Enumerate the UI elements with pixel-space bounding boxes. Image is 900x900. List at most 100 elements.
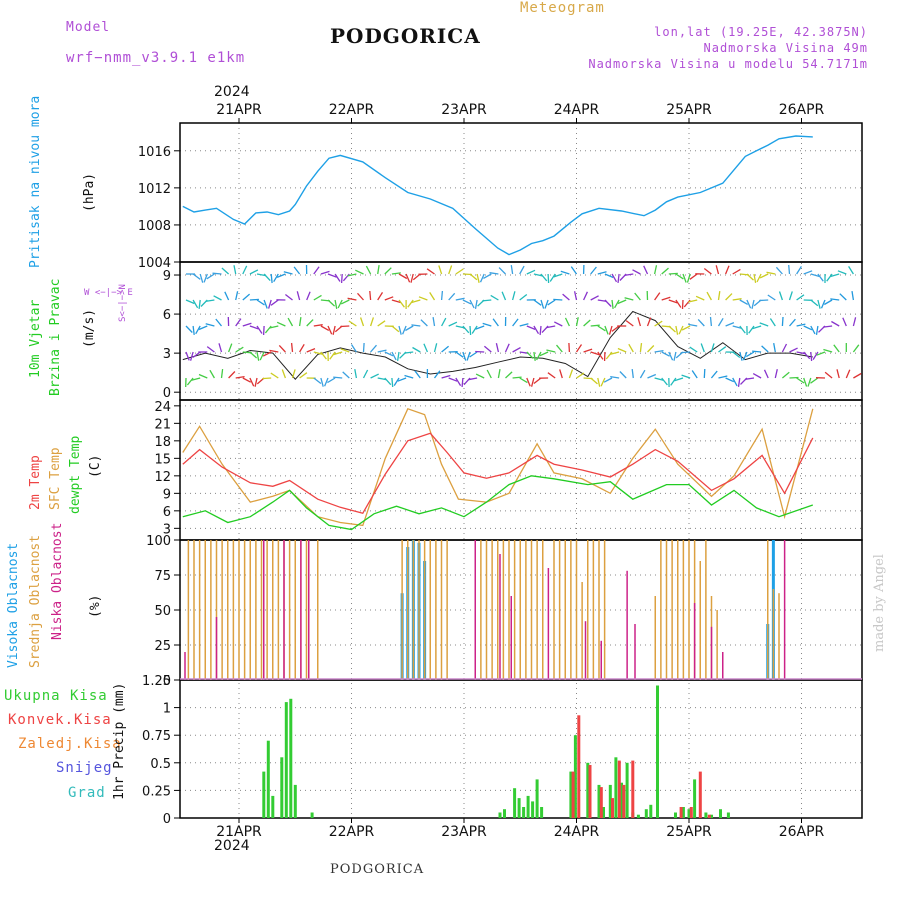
wind-arrow <box>461 377 464 388</box>
wind-arrow <box>466 351 471 361</box>
footer-station: PODGORICA <box>330 862 425 877</box>
wind-arrow <box>205 299 215 303</box>
wind-arrow <box>377 377 387 381</box>
wind-arrow <box>340 325 350 328</box>
wind-arrow <box>710 370 718 379</box>
wind-arrow <box>384 267 392 275</box>
wind-arrow <box>725 293 733 301</box>
day-label-top: 25APR <box>666 102 712 118</box>
wind-arrow <box>773 342 776 353</box>
wind-arrow <box>781 316 784 327</box>
wind-arrow <box>290 342 294 353</box>
wind-arrow <box>299 343 305 353</box>
y-tick-label: 50 <box>154 604 171 619</box>
wind-arrow <box>228 371 236 379</box>
wind-arrow <box>476 273 480 283</box>
wind-arrow <box>597 351 604 360</box>
wind-arrow <box>313 324 323 327</box>
wind-arrow <box>703 368 706 379</box>
panel-frame <box>179 122 863 263</box>
wind-arrow <box>803 270 813 275</box>
wind-arrow <box>191 377 201 381</box>
day-label-top: 21APR <box>216 102 262 118</box>
wind-arrow <box>533 273 543 277</box>
wind-arrow <box>433 343 438 353</box>
wind-arrow <box>810 299 819 307</box>
wind-arrow <box>653 265 658 275</box>
wind-arrow <box>398 299 405 308</box>
y-tick-label: 0 <box>163 812 171 827</box>
wind-arrow <box>448 321 458 327</box>
wind-arrow <box>668 325 676 333</box>
wind-arrow <box>742 351 748 361</box>
wind-arrow <box>348 320 357 327</box>
wind-arrow <box>355 269 364 275</box>
wind-arrow <box>678 325 684 335</box>
wind-arrow <box>718 375 728 379</box>
wind-arrow <box>544 299 549 309</box>
y-tick-label: 0 <box>163 386 171 401</box>
precip-bar <box>656 685 659 818</box>
precip-frozen-label: Zaledj.Kisa <box>18 736 122 752</box>
wind-arrow <box>357 292 364 301</box>
wind-arrow <box>407 299 414 308</box>
wind-arrow <box>590 295 599 301</box>
precip-bar <box>698 771 702 818</box>
wind-arrow <box>759 322 769 327</box>
precip-bar <box>597 784 601 818</box>
wind-arrow <box>683 299 691 308</box>
wind-arrow <box>412 273 421 281</box>
wind-arrow <box>429 292 436 301</box>
wind-arrow <box>320 377 324 387</box>
wind-arrow <box>218 343 223 353</box>
wind-arrow <box>192 299 199 309</box>
wind-arrow <box>448 292 456 301</box>
wind-arrow <box>597 325 606 332</box>
wind-arrow <box>490 294 499 301</box>
wind-arrow <box>340 299 350 305</box>
wind-arrow <box>475 350 485 353</box>
wind-arrow <box>803 377 808 387</box>
precip-bar <box>503 809 506 818</box>
wind-arrow <box>803 351 811 360</box>
wind-arrow <box>526 377 531 387</box>
wind-arrow <box>283 271 293 275</box>
wind-arrow <box>423 343 428 353</box>
wind-arrow <box>359 317 365 327</box>
wind-arrow <box>718 346 727 353</box>
wind-arrow <box>526 269 536 275</box>
wind-arrow <box>553 298 563 301</box>
wind-arrow <box>313 294 322 301</box>
precip-bar <box>625 762 629 818</box>
precip-bar <box>689 807 693 818</box>
wind-arrow <box>206 346 215 353</box>
wind-arrow <box>498 267 506 275</box>
wind-arrow <box>512 318 519 327</box>
wind-arrow <box>628 343 634 353</box>
y-tick-label: 100 <box>146 534 171 549</box>
wind-arrow <box>209 369 215 379</box>
wind-arrow <box>549 273 556 282</box>
wind-arrow <box>220 369 224 379</box>
wind-arrow <box>796 377 805 384</box>
wind-arrow <box>369 317 375 327</box>
wind-arrow <box>455 297 465 301</box>
wind-arrow <box>411 324 421 327</box>
wind-arrow <box>489 272 499 275</box>
wind-arrow <box>597 271 607 275</box>
wind-arrow <box>377 292 384 301</box>
wind-arrow <box>391 377 394 388</box>
precip-bar <box>310 812 314 818</box>
wind-arrow <box>332 325 336 335</box>
wind-arrow <box>420 319 428 327</box>
wind-arrow <box>732 298 742 301</box>
wind-arrow <box>377 264 380 275</box>
wind-arrow <box>350 344 357 353</box>
wind-compass-we: W <−|−> E <box>84 288 133 298</box>
wind-arrow <box>263 299 268 309</box>
wind-arrow <box>475 373 485 379</box>
wind-arrow <box>634 292 641 301</box>
wind-arrow <box>604 273 614 279</box>
wind-arrow <box>611 325 620 332</box>
precip-bar <box>293 784 297 818</box>
